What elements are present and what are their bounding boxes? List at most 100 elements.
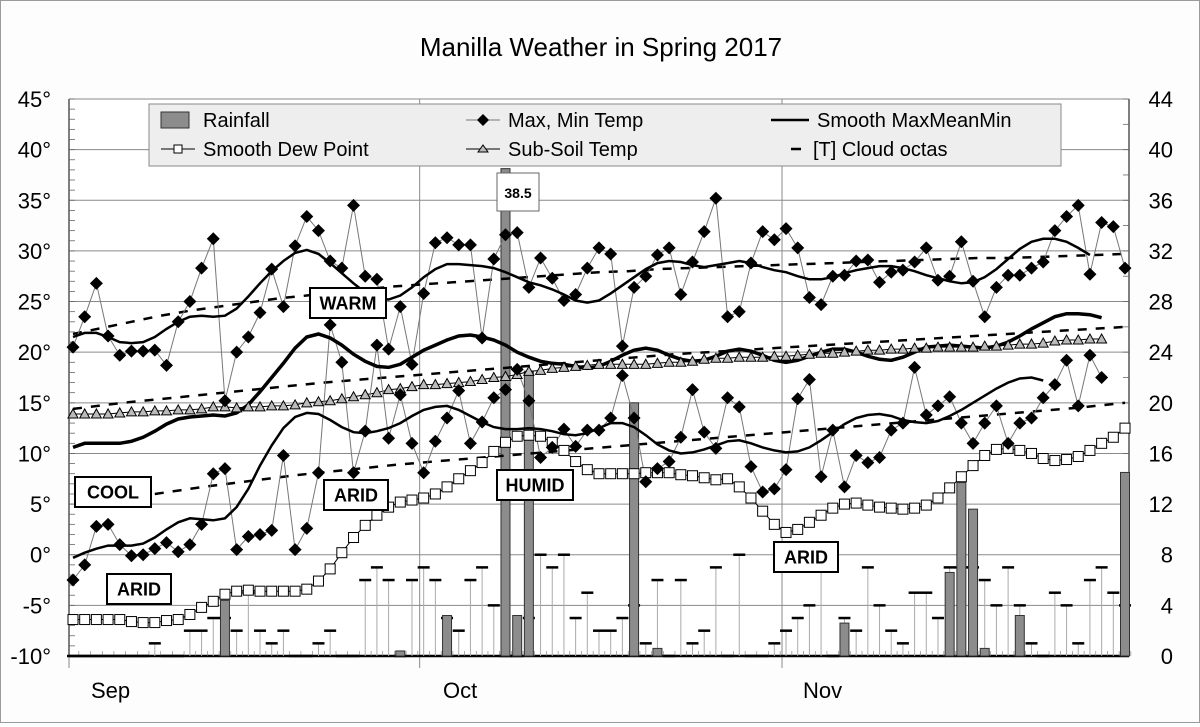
x-tick-label: Nov <box>803 678 842 703</box>
triangle-marker <box>850 345 863 356</box>
diamond-marker <box>826 269 840 283</box>
arid-annotation-3-label: ARID <box>784 547 828 567</box>
diamond-marker <box>674 287 688 301</box>
rainfall-bar <box>512 614 523 657</box>
triangle-marker <box>593 358 605 369</box>
legend-square-icon <box>173 144 183 154</box>
cool-annotation-label: COOL <box>87 482 139 502</box>
square-marker <box>476 457 488 469</box>
left-tick-label: 25° <box>18 290 51 315</box>
diamond-marker <box>1036 391 1050 405</box>
warm-annotation-label: WARM <box>320 293 377 313</box>
legend-label: Max, Min Temp <box>508 110 643 132</box>
diamond-marker <box>884 265 898 279</box>
diamond-marker <box>183 538 197 552</box>
square-marker <box>850 497 862 509</box>
diamond-marker <box>78 310 92 324</box>
square-marker <box>687 470 699 482</box>
diamond-marker <box>978 310 992 324</box>
square-marker <box>944 482 956 494</box>
diamond-marker <box>66 340 80 354</box>
square-marker <box>79 614 91 626</box>
diamond-marker <box>335 355 349 369</box>
diamond-marker <box>300 521 314 535</box>
diamond-marker <box>347 466 361 480</box>
diamond-marker <box>101 329 115 343</box>
diamond-marker <box>440 411 454 425</box>
diamond-marker <box>919 408 933 422</box>
diamond-marker <box>148 343 162 357</box>
diamond-marker <box>639 269 653 283</box>
triangle-marker <box>67 407 79 419</box>
square-marker <box>605 468 617 480</box>
diamond-marker <box>323 318 337 332</box>
diamond-marker <box>498 228 512 242</box>
square-marker <box>593 468 605 480</box>
right-tick-label: 4 <box>1161 593 1173 618</box>
triangle-marker <box>441 377 453 389</box>
square-marker <box>698 472 710 484</box>
triangle-marker <box>873 344 886 355</box>
triangle-marker <box>604 358 617 369</box>
diamond-marker <box>697 425 711 439</box>
square-marker <box>792 523 804 535</box>
diamond-marker <box>1048 378 1062 392</box>
diamond-marker <box>1083 348 1097 362</box>
square-marker <box>757 505 769 517</box>
diamond-marker <box>861 253 875 267</box>
diamond-marker <box>569 439 583 453</box>
diamond-marker <box>218 462 232 476</box>
square-marker <box>733 481 745 493</box>
diamond-marker <box>627 280 641 294</box>
square-marker <box>254 585 266 597</box>
diamond-marker <box>475 415 489 429</box>
diamond-marker <box>522 394 536 408</box>
diamond-marker <box>78 558 92 572</box>
triangle-marker <box>698 353 711 364</box>
square-marker <box>102 614 114 626</box>
diamond-marker <box>160 536 174 550</box>
rainfall-bar <box>979 647 990 657</box>
right-tick-label: 12 <box>1149 492 1173 517</box>
diamond-marker <box>89 519 103 533</box>
diamond-marker <box>954 235 968 249</box>
diamond-marker <box>604 247 618 261</box>
triangle-marker <box>195 402 208 414</box>
square-marker <box>897 503 909 515</box>
square-marker <box>125 616 137 628</box>
diamond-marker <box>195 517 209 531</box>
diamond-marker <box>908 360 922 374</box>
diamond-marker <box>288 543 302 557</box>
triangle-marker <box>417 378 430 390</box>
square-marker <box>1107 431 1119 443</box>
diamond-marker <box>370 272 384 286</box>
diamond-marker <box>545 440 559 454</box>
rainfall-bar <box>968 508 979 657</box>
square-marker <box>979 449 991 461</box>
diamond-marker <box>241 529 255 543</box>
diamond-marker <box>148 542 162 556</box>
triangle-marker <box>838 346 851 357</box>
square-marker <box>441 481 453 493</box>
diamond-marker <box>966 436 980 450</box>
square-marker <box>768 518 780 530</box>
left-tick-label: 10° <box>18 441 51 466</box>
triangle-marker <box>826 347 839 358</box>
left-tick-label: 20° <box>18 340 51 365</box>
diamond-marker <box>218 394 232 408</box>
diamond-marker <box>580 261 594 275</box>
triangle-marker <box>569 360 582 371</box>
square-marker <box>312 575 324 587</box>
square-marker <box>920 499 932 511</box>
arid-annotation-3-box <box>773 541 839 573</box>
diamond-marker <box>1024 261 1038 275</box>
triangle-marker <box>628 358 640 369</box>
diamond-marker <box>837 480 851 494</box>
triangle-marker <box>289 398 301 410</box>
right-tick-label: 0 <box>1161 644 1173 669</box>
triangle-marker <box>1025 338 1038 349</box>
diamond-marker <box>171 315 185 329</box>
square-marker <box>838 498 850 510</box>
